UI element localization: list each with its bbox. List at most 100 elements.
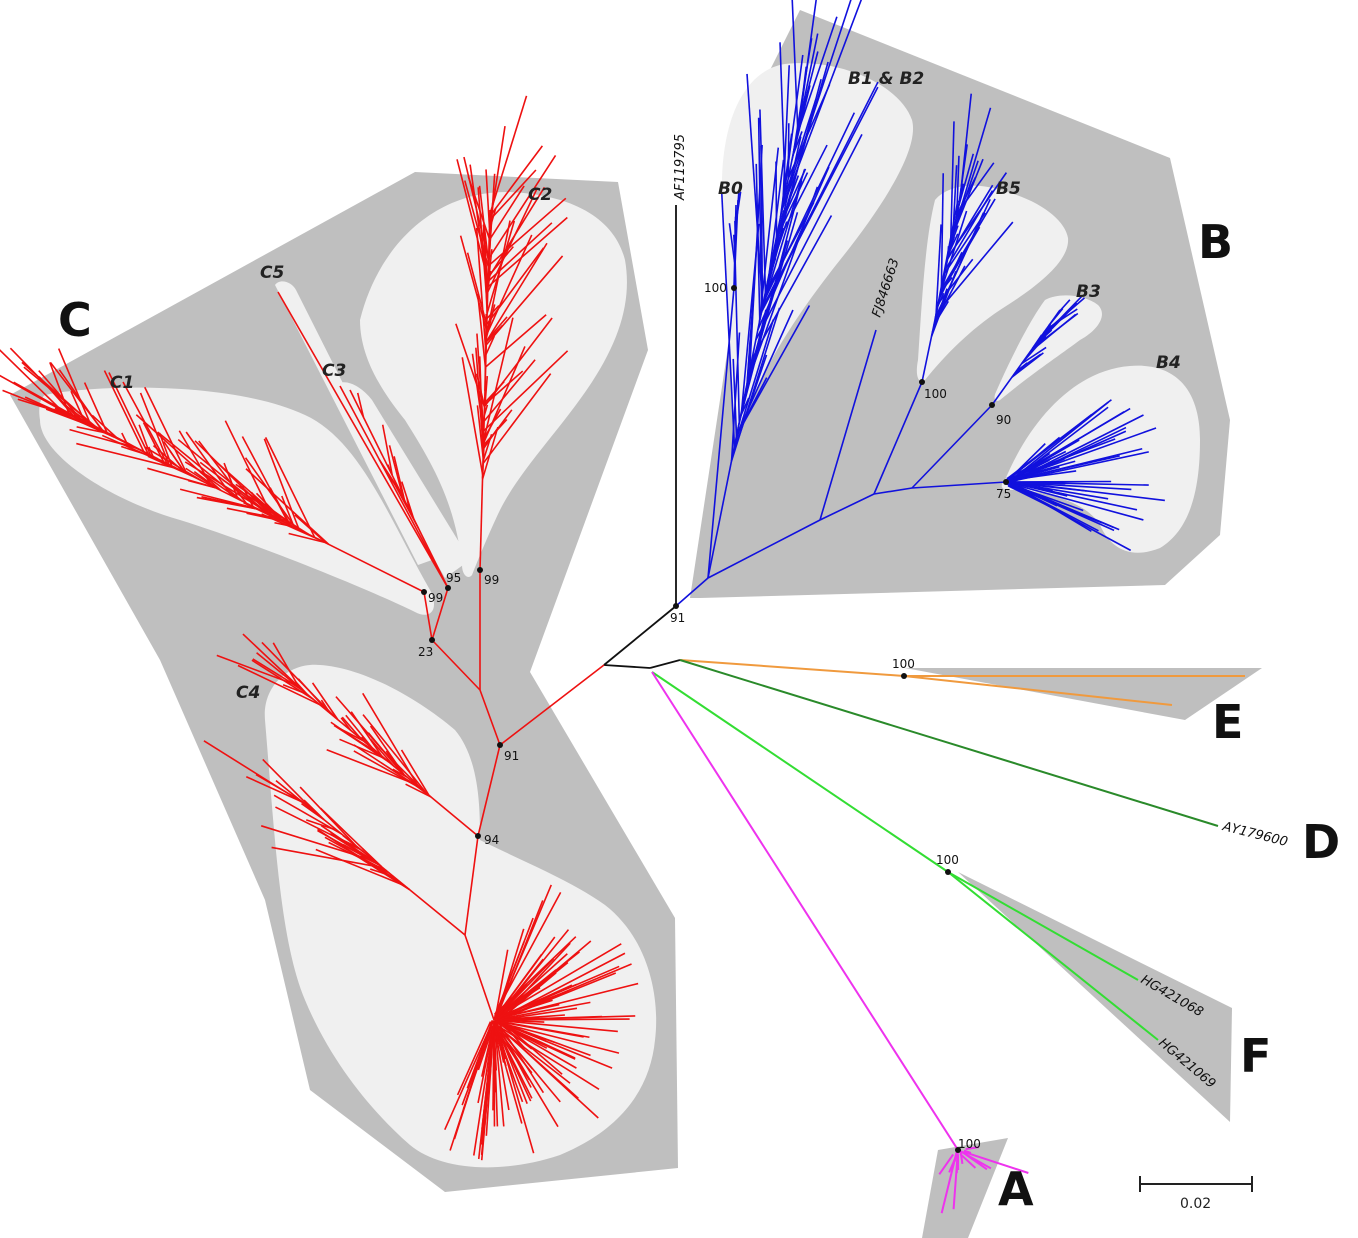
leaf-branch xyxy=(775,172,809,240)
leaf-branch xyxy=(959,93,973,201)
leaf-branch xyxy=(482,428,498,450)
leaf-branch xyxy=(369,725,405,776)
leaf-branch xyxy=(483,350,569,432)
leaf-branch xyxy=(315,848,406,887)
genotype-f-branches xyxy=(651,671,1159,1041)
leaf-branch xyxy=(935,221,1014,315)
leaf-branch xyxy=(494,1023,600,1091)
leaf-branch xyxy=(933,265,966,325)
leaf-branch xyxy=(1012,481,1053,492)
subgenotype-label-b0: B0 xyxy=(718,179,743,199)
leaf-branch xyxy=(261,641,337,719)
leaf-branch xyxy=(494,929,570,1021)
leaf-branch xyxy=(787,84,831,179)
leaf-branch xyxy=(496,984,573,1020)
leaf-branch xyxy=(1033,329,1053,347)
leaf-branch xyxy=(730,307,781,462)
accession-label-af119795: AF119795 xyxy=(673,134,688,201)
leaf-branch xyxy=(245,468,330,545)
leaf-branch xyxy=(393,456,406,501)
leaf-branch xyxy=(955,1149,959,1174)
subgenotype-label-b3: B3 xyxy=(1076,282,1101,302)
leaf-branch xyxy=(69,428,137,449)
leaf-branch xyxy=(1045,308,1078,331)
leaf-branch xyxy=(495,1020,584,1038)
leaf-branch xyxy=(495,1024,561,1103)
leaf-branch xyxy=(485,324,504,343)
leaf-branch xyxy=(938,1153,954,1175)
leaf-branch xyxy=(940,1150,958,1214)
leaf-branch xyxy=(781,0,852,210)
leaf-branch xyxy=(122,381,168,464)
leaf-branch xyxy=(496,982,639,1020)
leaf-branch xyxy=(498,940,592,1019)
leaf-branch xyxy=(493,917,534,1021)
leaf-branch xyxy=(488,185,525,241)
leaf-branch xyxy=(965,1146,980,1151)
bootstrap-label: 100 xyxy=(892,657,915,671)
leaf-branch xyxy=(224,420,273,517)
leaf-branch xyxy=(939,276,946,295)
branch xyxy=(431,587,449,641)
bootstrap-node xyxy=(945,869,951,875)
leaf-branch xyxy=(497,943,622,1018)
leaf-branch xyxy=(728,223,736,263)
genotype-label-e: E xyxy=(1212,695,1243,749)
leaf-branch xyxy=(963,1149,972,1154)
leaf-branch xyxy=(489,145,544,217)
leaf-branch xyxy=(946,246,950,259)
leaf-branch xyxy=(500,1019,618,1033)
leaf-branch xyxy=(342,843,379,865)
leaf-branch xyxy=(757,117,763,311)
leaf-branch xyxy=(0,349,63,412)
leaf-branch xyxy=(1012,484,1120,531)
branch xyxy=(911,404,993,489)
leaf-branch xyxy=(734,191,742,227)
leaf-branch xyxy=(485,169,491,228)
leaf-branch xyxy=(326,748,416,786)
fj846663-branch xyxy=(819,329,877,521)
bootstrap-node xyxy=(989,402,995,408)
leaf-branch xyxy=(488,208,497,231)
branch xyxy=(423,591,433,641)
leaf-branch xyxy=(766,258,777,283)
branch xyxy=(947,871,1139,981)
leaf-branch xyxy=(487,246,514,278)
bootstrap-nodes xyxy=(421,285,1009,1153)
branch xyxy=(911,481,1007,489)
leaf-branch xyxy=(494,936,556,1019)
leaf-branch xyxy=(1014,362,1028,374)
leaf-branch xyxy=(494,1020,620,1054)
leaf-branch xyxy=(489,169,537,221)
bootstrap-node xyxy=(475,833,481,839)
branch xyxy=(873,487,913,495)
leaf-branch xyxy=(144,386,188,474)
branch xyxy=(464,934,495,1021)
leaf-branch xyxy=(494,949,509,1018)
leaf-branch xyxy=(493,1025,523,1124)
subgenotype-label-c5: C5 xyxy=(260,263,284,283)
leaf-branch xyxy=(940,198,996,290)
bootstrap-node xyxy=(731,285,737,291)
leaf-branch xyxy=(796,105,804,135)
leaf-branch xyxy=(135,414,222,492)
bootstrap-label: 90 xyxy=(996,413,1011,427)
branch xyxy=(499,664,605,746)
leaf-branch xyxy=(493,1019,576,1059)
leaf-branch xyxy=(0,374,70,416)
leaf-branch xyxy=(486,247,545,325)
leaf-branch xyxy=(264,437,316,538)
leaf-branch xyxy=(485,316,508,342)
leaf-branch xyxy=(262,758,316,813)
leaf-branch xyxy=(223,462,239,500)
leaf-branch xyxy=(486,220,516,314)
leaf-branch xyxy=(746,73,764,307)
leaf-branch xyxy=(1031,334,1043,349)
leaf-branch xyxy=(387,474,401,492)
leaf-branch xyxy=(477,1027,494,1071)
leaf-branch xyxy=(1010,451,1149,483)
leaf-branch xyxy=(336,726,388,762)
leaf-branch xyxy=(485,242,548,343)
leaf-branch xyxy=(350,711,383,757)
leaf-branch xyxy=(949,225,959,247)
